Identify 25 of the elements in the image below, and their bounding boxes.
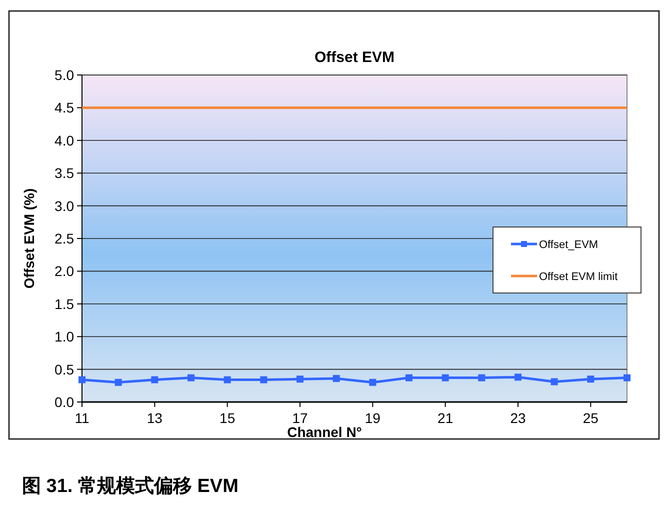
- y-tick-label: 4.0: [54, 132, 74, 148]
- legend-label: Offset_EVM: [539, 239, 598, 251]
- chart-title: Offset EVM: [314, 49, 395, 66]
- caption: 图 31. 常规模式偏移 EVM: [22, 475, 238, 497]
- x-axis-title: Channel N°: [287, 424, 362, 440]
- x-tick-label: 21: [438, 410, 454, 426]
- y-tick-label: 2.5: [54, 230, 74, 246]
- x-tick-label: 19: [364, 410, 381, 426]
- x-tick-label: 15: [220, 410, 236, 426]
- y-tick-label: 0.0: [54, 394, 74, 410]
- x-tick-label: 11: [74, 410, 90, 426]
- y-tick-label: 1.0: [54, 328, 74, 345]
- x-tick-label: 25: [582, 410, 599, 426]
- y-tick-label: 2.0: [54, 263, 74, 280]
- y-tick-label: 0.5: [54, 361, 74, 378]
- y-tick-label: 4.5: [54, 100, 74, 116]
- x-tick-label: 13: [146, 410, 163, 426]
- x-tick-label: 17: [292, 410, 308, 426]
- y-tick-label: 3.5: [54, 165, 74, 182]
- y-tick-label: 5.0: [54, 67, 74, 83]
- y-tick-label: 3.0: [54, 198, 74, 214]
- legend-label: Offset EVM limit: [539, 271, 618, 283]
- y-tick-label: 1.5: [54, 296, 74, 312]
- x-tick-label: 23: [510, 410, 526, 426]
- y-axis-title: Offset EVM (%): [21, 188, 37, 289]
